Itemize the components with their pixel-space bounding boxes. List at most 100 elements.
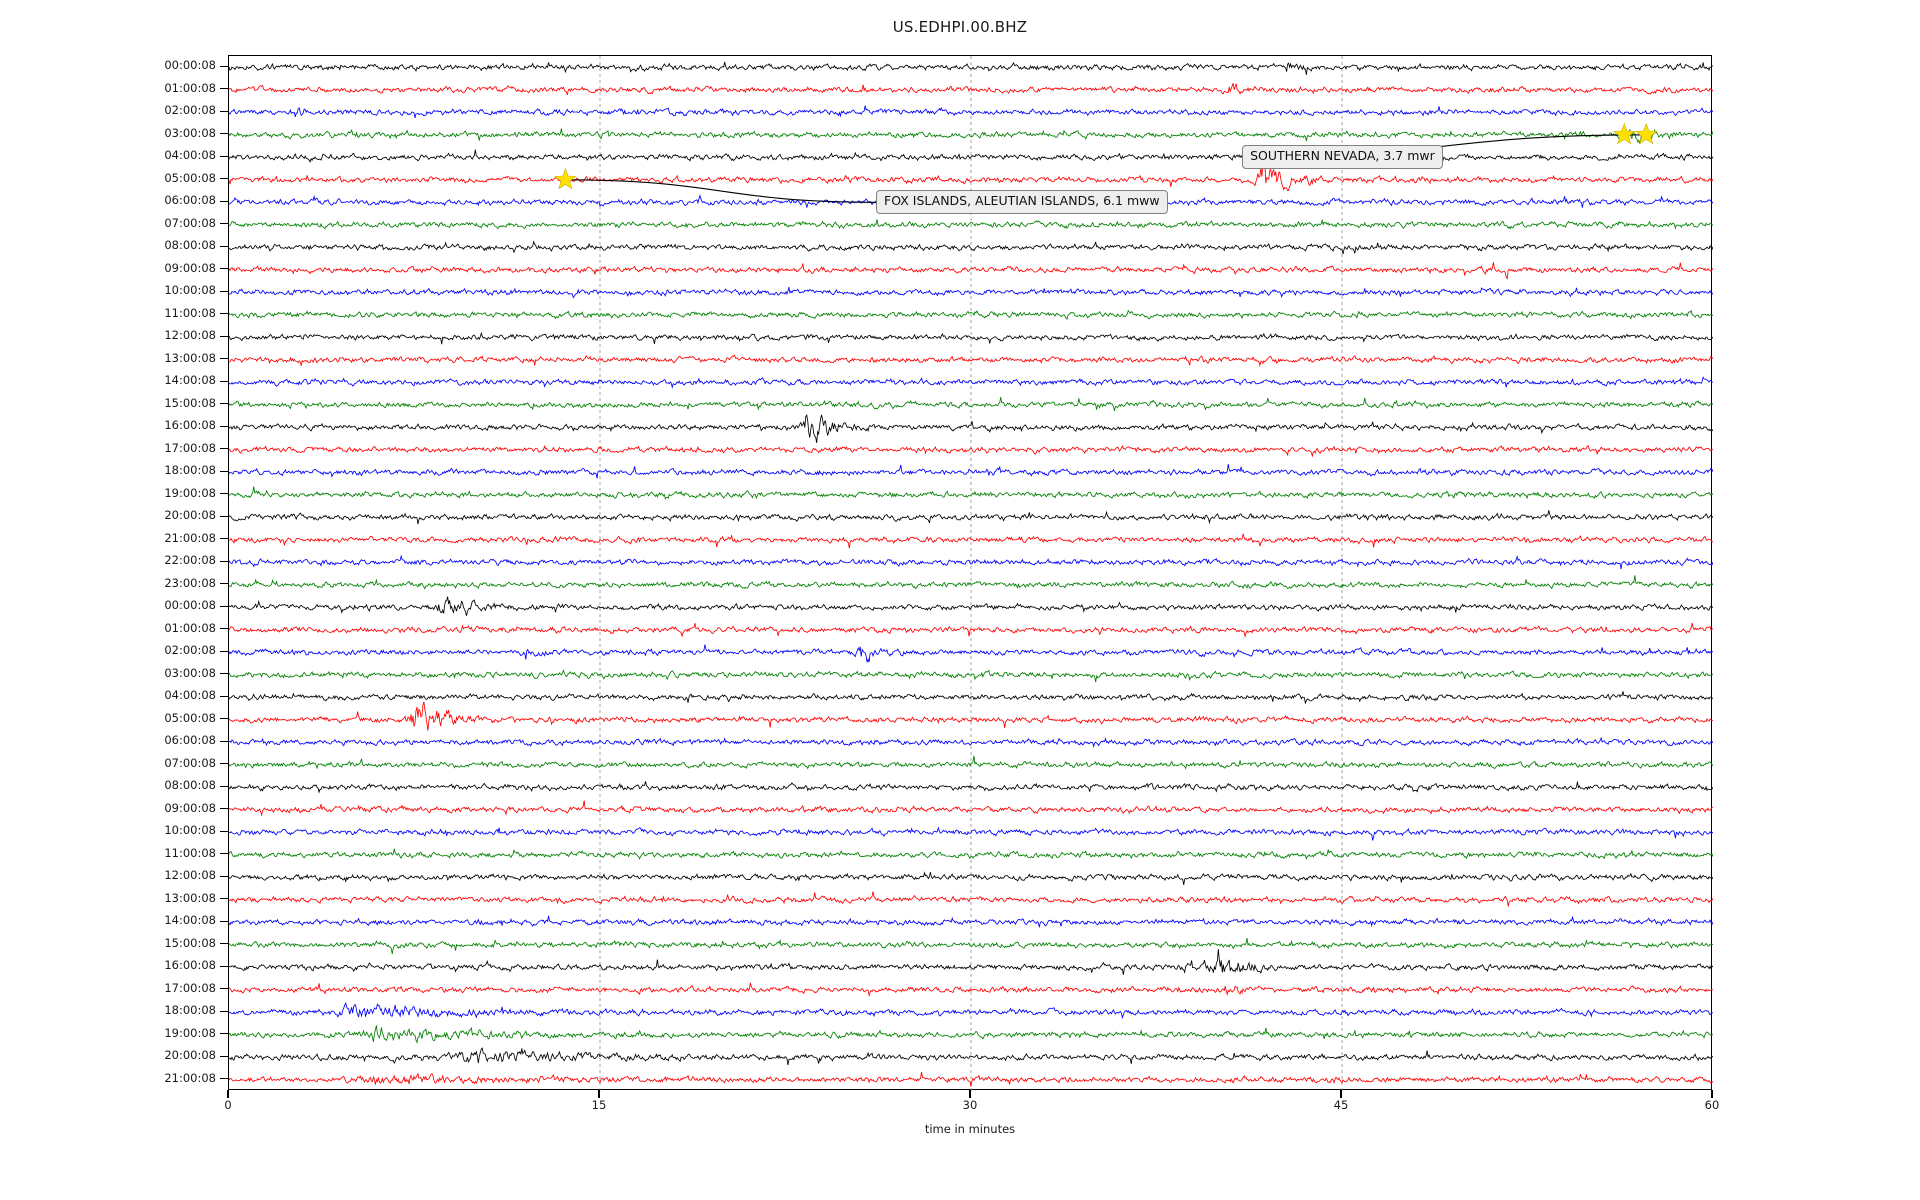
y-tick-mark-28 [220, 695, 228, 697]
y-tick-label-20: 20:00:08 [164, 508, 216, 523]
y-tick-mark-25 [220, 628, 228, 630]
y-tick-label-6: 06:00:08 [164, 193, 216, 208]
event-annotation-label-1[interactable]: SOUTHERN NEVADA, 3.7 mwr [1242, 145, 1443, 169]
trace-row-35 [229, 848, 1713, 860]
event-star-marker-1b[interactable] [1612, 122, 1636, 145]
trace-row-39 [229, 938, 1713, 955]
y-tick-label-3: 03:00:08 [164, 125, 216, 140]
y-tick-mark-37 [220, 898, 228, 900]
trace-row-5 [229, 162, 1713, 192]
trace-row-33 [229, 800, 1713, 817]
trace-row-31 [229, 755, 1713, 770]
x-tick-label-3: 45 [1333, 1098, 1349, 1112]
y-tick-mark-20 [220, 515, 228, 517]
y-tick-mark-33 [220, 808, 228, 810]
trace-row-13 [229, 354, 1713, 368]
y-tick-mark-4 [220, 155, 228, 157]
y-tick-mark-9 [220, 268, 228, 270]
trace-row-34 [229, 826, 1713, 841]
trace-row-40 [229, 949, 1713, 975]
x-tick-label-4: 60 [1704, 1098, 1720, 1112]
y-tick-mark-12 [220, 335, 228, 337]
y-tick-label-8: 08:00:08 [164, 238, 216, 253]
y-tick-label-30: 06:00:08 [164, 733, 216, 748]
y-tick-label-12: 12:00:08 [164, 328, 216, 343]
y-tick-mark-15 [220, 403, 228, 405]
y-tick-mark-7 [220, 223, 228, 225]
trace-row-15 [229, 397, 1713, 412]
x-tick-mark-2 [969, 1090, 971, 1098]
y-tick-label-37: 13:00:08 [164, 890, 216, 905]
y-tick-mark-14 [220, 380, 228, 382]
trace-row-41 [229, 982, 1713, 997]
trace-row-24 [229, 596, 1713, 616]
y-tick-mark-23 [220, 583, 228, 585]
x-tick-label-2: 30 [962, 1098, 978, 1112]
y-tick-mark-13 [220, 358, 228, 360]
y-tick-label-41: 17:00:08 [164, 980, 216, 995]
y-tick-label-28: 04:00:08 [164, 688, 216, 703]
y-tick-mark-30 [220, 740, 228, 742]
y-tick-mark-34 [220, 830, 228, 832]
trace-row-23 [229, 575, 1713, 590]
trace-row-29 [229, 701, 1713, 731]
trace-row-16 [229, 413, 1713, 443]
trace-row-30 [229, 736, 1713, 748]
y-tick-label-42: 18:00:08 [164, 1003, 216, 1018]
trace-row-44 [229, 1047, 1713, 1066]
trace-row-42 [229, 1002, 1713, 1020]
trace-row-20 [229, 510, 1713, 525]
y-tick-label-5: 05:00:08 [164, 170, 216, 185]
trace-row-36 [229, 871, 1713, 885]
y-tick-mark-45 [220, 1078, 228, 1080]
y-tick-label-36: 12:00:08 [164, 868, 216, 883]
event-star-marker-1[interactable] [1634, 122, 1658, 145]
trace-row-43 [229, 1025, 1713, 1044]
y-tick-label-24: 00:00:08 [164, 598, 216, 613]
y-tick-label-1: 01:00:08 [164, 80, 216, 95]
y-tick-mark-27 [220, 673, 228, 675]
y-tick-mark-38 [220, 920, 228, 922]
y-tick-label-13: 13:00:08 [164, 350, 216, 365]
y-tick-label-22: 22:00:08 [164, 553, 216, 568]
trace-row-37 [229, 891, 1713, 907]
helicorder-plot-area [228, 55, 1713, 1091]
y-tick-mark-1 [220, 88, 228, 90]
y-tick-mark-19 [220, 493, 228, 495]
y-tick-mark-0 [220, 65, 228, 67]
y-tick-label-45: 21:00:08 [164, 1070, 216, 1085]
y-tick-label-19: 19:00:08 [164, 485, 216, 500]
y-tick-mark-2 [220, 110, 228, 112]
y-tick-label-34: 10:00:08 [164, 823, 216, 838]
y-tick-label-17: 17:00:08 [164, 440, 216, 455]
event-star-marker-0[interactable] [554, 167, 577, 190]
event-annotation-label-0[interactable]: FOX ISLANDS, ALEUTIAN ISLANDS, 6.1 mww [876, 190, 1168, 214]
y-tick-label-43: 19:00:08 [164, 1025, 216, 1040]
trace-row-22 [229, 554, 1713, 570]
trace-row-32 [229, 781, 1713, 794]
trace-row-9 [229, 262, 1713, 280]
y-tick-label-29: 05:00:08 [164, 710, 216, 725]
y-tick-mark-42 [220, 1010, 228, 1012]
trace-row-38 [229, 915, 1713, 929]
trace-row-10 [229, 286, 1713, 299]
y-tick-mark-29 [220, 718, 228, 720]
trace-row-12 [229, 331, 1713, 345]
y-tick-mark-40 [220, 965, 228, 967]
trace-row-17 [229, 444, 1713, 458]
y-tick-label-40: 16:00:08 [164, 958, 216, 973]
y-tick-mark-18 [220, 470, 228, 472]
trace-row-18 [229, 463, 1713, 479]
y-tick-label-16: 16:00:08 [164, 418, 216, 433]
page-title: US.EDHPI.00.BHZ [892, 18, 1028, 36]
trace-row-1 [229, 83, 1713, 96]
x-axis-label: time in minutes [924, 1122, 1016, 1136]
waveform-canvas [229, 56, 1713, 1091]
y-tick-mark-41 [220, 988, 228, 990]
y-tick-label-10: 10:00:08 [164, 283, 216, 298]
trace-row-0 [229, 61, 1713, 75]
x-tick-label-1: 15 [591, 1098, 607, 1112]
y-tick-label-14: 14:00:08 [164, 373, 216, 388]
y-tick-mark-5 [220, 178, 228, 180]
